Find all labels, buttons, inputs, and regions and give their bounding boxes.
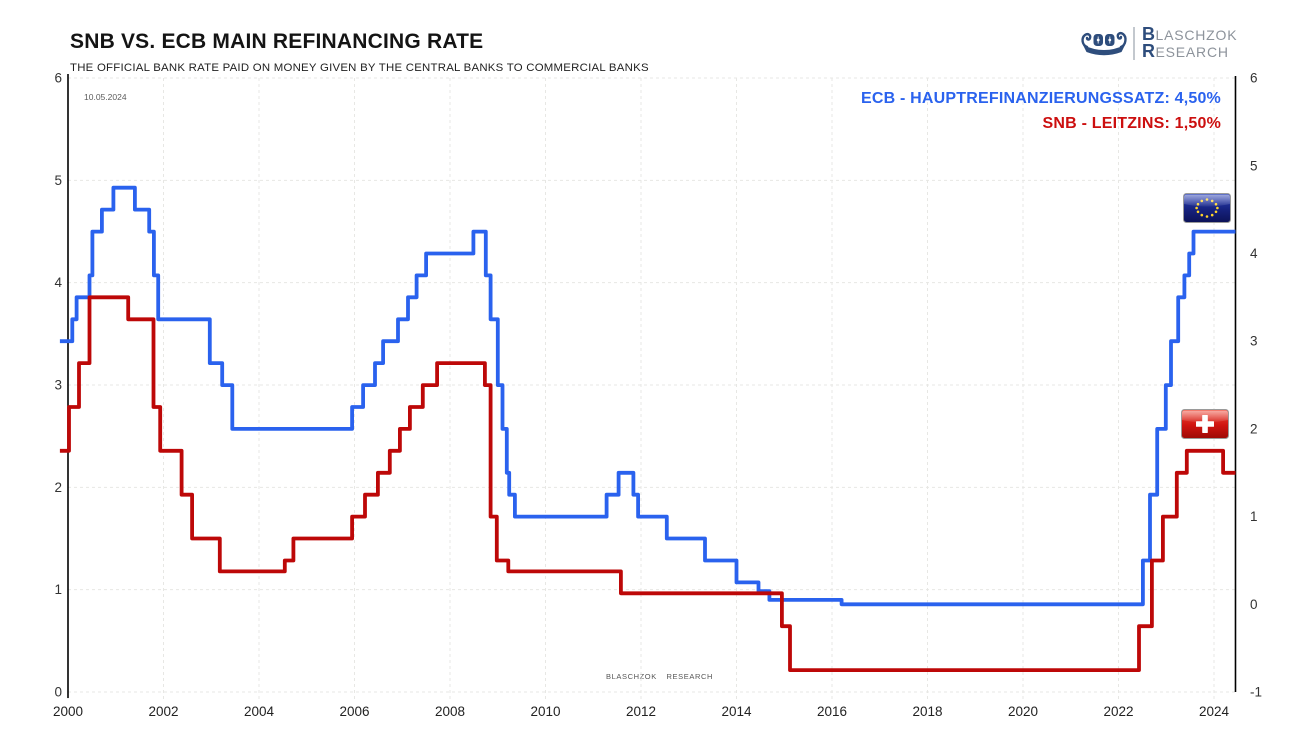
logo-word1-rest: LASCHZOK [1155,27,1238,43]
watermark: BLASCHZOK RESEARCH [606,672,713,681]
series-line-snb [59,295,1236,672]
logo-initial-b: B [1142,24,1156,44]
date-annotation: 10.05.2024 [84,92,127,102]
y-right-tick-label: 6 [1250,71,1258,86]
y-left-tick-label: 4 [54,275,62,290]
page-title: SNB VS. ECB MAIN REFINANCING RATE [70,30,484,53]
swiss-flag-icon [1181,409,1229,439]
logo-divider [1133,26,1135,60]
x-tick-label: 2008 [435,704,465,719]
y-right-tick-label: -1 [1250,685,1262,700]
brand-logo: BLASCHZOK RESEARCH [1079,25,1237,61]
logo-line-1: BLASCHZOK [1142,24,1238,44]
y-left-tick-label: 6 [54,71,62,86]
x-tick-label: 2022 [1103,704,1133,719]
x-tick-label: 2014 [721,704,752,719]
logo-initial-r: R [1142,41,1156,61]
page-subtitle: THE OFFICIAL BANK RATE PAID ON MONEY GIV… [70,62,649,74]
x-tick-label: 2016 [817,704,847,719]
y-right-tick-label: 3 [1250,334,1258,349]
y-left-tick-label: 2 [54,480,62,495]
y-right-tick-label: 5 [1250,158,1258,173]
eu-flag-icon [1183,193,1231,223]
x-tick-label: 2020 [1008,704,1038,719]
x-tick-label: 2004 [244,704,275,719]
x-tick-label: 2006 [339,704,369,719]
logo-line-2: RESEARCH [1142,41,1237,61]
viking-ship-icon [1081,32,1127,56]
legend-ecb-label: ECB - HAUPTREFINANZIERUNGSSATZ: 4,50% [860,90,1221,107]
logo-word2-rest: ESEARCH [1155,44,1229,60]
y-right-tick-label: 4 [1250,246,1258,261]
chart-legend: ECB - HAUPTREFINANZIERUNGSSATZ: 4,50% SN… [861,90,1221,133]
x-tick-label: 2024 [1199,704,1230,719]
y-left-tick-label: 5 [54,173,62,188]
x-tick-label: 2002 [148,704,178,719]
x-tick-label: 2012 [626,704,656,719]
y-right-tick-label: 2 [1250,421,1258,436]
y-left-tick-label: 0 [54,685,62,700]
x-tick-label: 2000 [53,704,83,719]
x-tick-label: 2010 [530,704,560,719]
logo-wordmark: BLASCHZOK RESEARCH [1142,24,1238,61]
y-left-tick-label: 1 [54,582,62,597]
x-tick-label: 2018 [912,704,942,719]
series-line-ecb [59,185,1236,607]
y-right-tick-label: 1 [1250,509,1258,524]
legend-snb-label: SNB - LEITZINS: 1,50% [1042,115,1221,132]
y-right-tick-label: 0 [1250,597,1258,612]
y-left-tick-label: 3 [54,378,62,393]
